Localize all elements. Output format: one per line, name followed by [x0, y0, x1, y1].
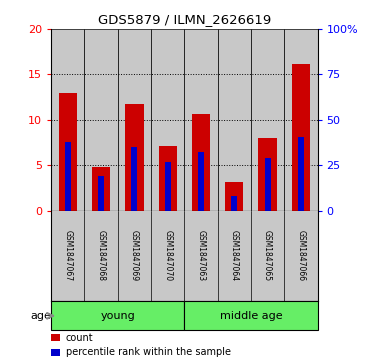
Text: count: count — [66, 333, 93, 343]
Bar — [59, 93, 77, 211]
Bar — [125, 105, 143, 211]
Bar — [51, 348, 61, 356]
Text: GSM1847068: GSM1847068 — [97, 231, 105, 281]
Bar — [158, 146, 177, 211]
Bar — [251, 29, 284, 211]
Text: GSM1847065: GSM1847065 — [263, 231, 272, 281]
Bar — [165, 162, 171, 211]
Bar — [258, 138, 277, 211]
Text: middle age: middle age — [220, 311, 282, 321]
Bar — [51, 301, 184, 330]
Bar — [192, 114, 210, 211]
Bar — [231, 196, 237, 211]
Bar — [218, 29, 251, 211]
Text: GSM1847064: GSM1847064 — [230, 231, 239, 281]
Bar — [225, 182, 243, 211]
Text: GSM1847066: GSM1847066 — [296, 231, 306, 281]
Bar — [184, 301, 318, 330]
Text: young: young — [100, 311, 135, 321]
Text: percentile rank within the sample: percentile rank within the sample — [66, 347, 231, 357]
Bar — [184, 29, 218, 211]
Bar — [151, 29, 184, 211]
Bar — [84, 29, 118, 211]
Text: GSM1847070: GSM1847070 — [163, 231, 172, 281]
Title: GDS5879 / ILMN_2626619: GDS5879 / ILMN_2626619 — [98, 13, 271, 26]
Text: GSM1847067: GSM1847067 — [63, 231, 72, 281]
Bar — [51, 334, 61, 341]
Bar — [92, 167, 110, 211]
Bar — [65, 142, 71, 211]
Text: GSM1847063: GSM1847063 — [196, 231, 205, 281]
Bar — [131, 147, 137, 211]
Bar — [51, 29, 84, 211]
Bar — [292, 65, 310, 211]
Text: GSM1847069: GSM1847069 — [130, 231, 139, 281]
Bar — [98, 176, 104, 211]
Bar — [118, 29, 151, 211]
Bar — [284, 29, 318, 211]
Text: age: age — [30, 311, 51, 321]
Bar — [198, 152, 204, 211]
Bar — [298, 137, 304, 211]
Bar — [265, 158, 270, 211]
